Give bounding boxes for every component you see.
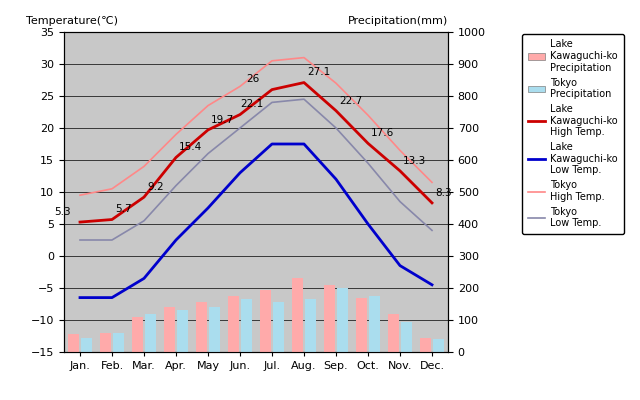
Text: 19.7: 19.7: [211, 115, 234, 125]
Text: 26: 26: [246, 74, 259, 84]
Bar: [292, 278, 303, 352]
Text: 17.6: 17.6: [371, 128, 394, 138]
Bar: [177, 310, 188, 352]
Bar: [164, 307, 175, 352]
Bar: [324, 285, 335, 352]
Bar: [420, 338, 431, 352]
Bar: [305, 299, 316, 352]
Bar: [273, 302, 284, 352]
Text: Temperature(℃): Temperature(℃): [26, 16, 118, 26]
Bar: [241, 299, 252, 352]
Bar: [433, 339, 444, 352]
Legend: Lake
Kawaguchi-ko
Precipitation, Tokyo
Precipitation, Lake
Kawaguchi-ko
High Tem: Lake Kawaguchi-ko Precipitation, Tokyo P…: [522, 34, 623, 234]
Bar: [81, 338, 92, 352]
Bar: [401, 322, 412, 352]
Bar: [260, 290, 271, 352]
Bar: [369, 296, 380, 352]
Text: Precipitation(mm): Precipitation(mm): [348, 16, 448, 26]
Text: 22.7: 22.7: [339, 96, 362, 106]
Text: 9.2: 9.2: [147, 182, 164, 192]
Text: 22.1: 22.1: [240, 100, 263, 110]
Text: 8.3: 8.3: [435, 188, 452, 198]
Bar: [68, 334, 79, 352]
Bar: [196, 302, 207, 352]
Bar: [337, 288, 348, 352]
Bar: [100, 333, 111, 352]
Bar: [228, 296, 239, 352]
Bar: [113, 333, 124, 352]
Text: 5.3: 5.3: [54, 207, 70, 217]
Bar: [388, 314, 399, 352]
Text: 15.4: 15.4: [179, 142, 202, 152]
Bar: [209, 307, 220, 352]
Text: 27.1: 27.1: [307, 68, 330, 78]
Bar: [132, 317, 143, 352]
Bar: [145, 314, 156, 352]
Text: 5.7: 5.7: [115, 204, 132, 214]
Bar: [356, 298, 367, 352]
Text: 13.3: 13.3: [403, 156, 426, 166]
